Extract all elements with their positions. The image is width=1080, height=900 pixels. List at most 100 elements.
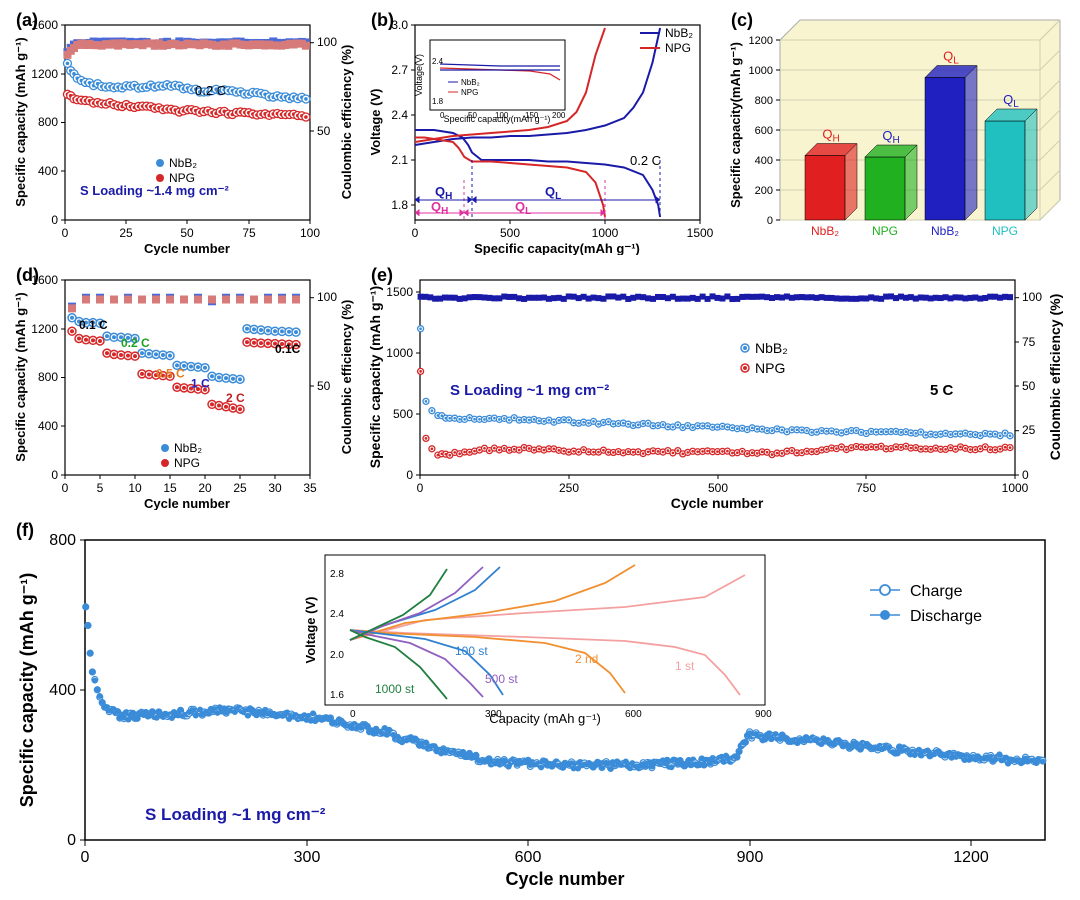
svg-text:2.4: 2.4 — [391, 108, 408, 122]
svg-text:100: 100 — [300, 226, 320, 240]
svg-text:50: 50 — [1022, 379, 1036, 393]
svg-text:NPG: NPG — [461, 88, 478, 97]
svg-text:NbB₂: NbB₂ — [931, 224, 959, 238]
inset-f-xlabel: Capacity (mAh g⁻¹) — [489, 711, 601, 726]
svg-text:Discharge: Discharge — [910, 608, 982, 625]
svg-text:0.1 C: 0.1 C — [79, 318, 108, 332]
panel-b: (b) 0 500 1000 1500 1.8 2.1 2.4 2.7 3.0 … — [365, 10, 715, 255]
svg-text:100: 100 — [317, 290, 337, 304]
svg-text:500: 500 — [708, 481, 728, 495]
svg-text:400: 400 — [38, 164, 58, 178]
panel-a-label: (a) — [16, 10, 38, 31]
panel-f-xlabel: Cycle number — [505, 869, 624, 889]
svg-text:0: 0 — [440, 111, 445, 120]
panel-e: (e) 0 500 1000 1500 0 250 500 750 1000 0… — [365, 265, 1070, 510]
panel-e-ylabel: Specific capacity (mAh g⁻¹) — [367, 286, 383, 468]
panel-a-y2label: Coulombic efficiency (%) — [339, 45, 354, 200]
svg-text:NPG: NPG — [872, 224, 898, 238]
svg-text:1500: 1500 — [687, 226, 714, 240]
svg-text:50: 50 — [317, 379, 331, 393]
panel-c-label: (c) — [731, 10, 753, 31]
panel-a-xlabel: Cycle number — [144, 241, 230, 255]
svg-text:0: 0 — [412, 226, 419, 240]
svg-text:75: 75 — [1022, 335, 1036, 349]
svg-text:100: 100 — [317, 35, 337, 49]
svg-text:10: 10 — [128, 481, 142, 495]
svg-text:25: 25 — [1022, 423, 1036, 437]
svg-text:500: 500 — [500, 226, 520, 240]
svg-text:QL: QL — [515, 199, 531, 217]
panel-b-ylabel: Voltage (V) — [368, 89, 383, 156]
svg-text:150: 150 — [525, 111, 539, 120]
svg-text:50: 50 — [180, 226, 194, 240]
svg-text:1000: 1000 — [386, 346, 413, 360]
svg-text:NbB₂: NbB₂ — [461, 78, 480, 87]
panel-a-points — [63, 37, 309, 121]
svg-text:800: 800 — [49, 532, 76, 549]
panel-e-points — [418, 293, 1013, 458]
svg-text:50: 50 — [468, 111, 477, 120]
svg-text:2.7: 2.7 — [391, 63, 408, 77]
panel-a-yticks: 0 400 800 1200 1600 — [31, 18, 65, 227]
svg-text:1.8: 1.8 — [391, 198, 408, 212]
svg-text:35: 35 — [303, 481, 317, 495]
svg-text:100 st: 100 st — [455, 644, 488, 658]
svg-text:1200: 1200 — [31, 67, 58, 81]
panel-a-chart: 0 400 800 1200 1600 0 25 50 75 100 50 10… — [10, 10, 360, 255]
panel-d-chart: 0 400 800 1200 1600 05101520253035 50 10… — [10, 265, 360, 510]
svg-text:5: 5 — [97, 481, 104, 495]
legend-nbb2: NbB₂ — [169, 156, 197, 170]
svg-text:NPG: NPG — [992, 224, 1018, 238]
panel-a-ann2: S Loading ~1.4 mg cm⁻² — [80, 183, 229, 198]
svg-text:0: 0 — [62, 226, 69, 240]
panel-e-y2label: Coulombic efficiency (%) — [1047, 294, 1063, 460]
panel-c-chart: 020040060080010001200 Specific capacity(… — [725, 10, 1070, 255]
panel-d-ylabel: Specific capacity (mAh g⁻¹) — [13, 292, 28, 461]
inset-f-ylabel: Voltage (V) — [303, 597, 318, 664]
svg-text:1000: 1000 — [1002, 481, 1029, 495]
svg-text:1.8: 1.8 — [432, 97, 444, 106]
svg-text:0: 0 — [67, 832, 76, 849]
svg-text:0: 0 — [62, 481, 69, 495]
svg-text:250: 250 — [559, 481, 579, 495]
svg-text:0: 0 — [350, 709, 356, 720]
svg-text:2 nd: 2 nd — [575, 652, 598, 666]
svg-text:2.4: 2.4 — [330, 609, 344, 620]
panel-f: (f) 0 400 800 0 300 600 900 1200 Cycle n… — [10, 520, 1070, 890]
svg-text:1200: 1200 — [31, 322, 58, 336]
svg-text:1000 st: 1000 st — [375, 682, 415, 696]
svg-text:750: 750 — [856, 481, 876, 495]
svg-text:1500: 1500 — [386, 285, 413, 299]
svg-text:400: 400 — [755, 155, 773, 167]
svg-text:0: 0 — [1022, 468, 1029, 482]
inset-b-ylabel: Voltage(V) — [414, 54, 424, 96]
panel-e-label: (e) — [371, 265, 393, 286]
svg-text:800: 800 — [38, 115, 58, 129]
svg-text:20: 20 — [198, 481, 212, 495]
panel-e-ann2: 5 C — [930, 382, 954, 399]
panel-c: (c) 020040060080010001200 Specific capac… — [725, 10, 1070, 255]
svg-text:900: 900 — [755, 709, 772, 720]
svg-text:2 C: 2 C — [226, 391, 245, 405]
svg-text:500: 500 — [393, 407, 413, 421]
svg-text:1 C: 1 C — [191, 376, 210, 390]
panel-b-ann: 0.2 C — [630, 153, 661, 168]
panel-a-ylabel: Specific capacity (mAh g⁻¹) — [13, 37, 28, 206]
svg-text:0: 0 — [51, 468, 58, 482]
legend-e-npg: NPG — [755, 360, 785, 376]
svg-text:0: 0 — [417, 481, 424, 495]
panel-e-ann1: S Loading ~1 mg cm⁻² — [450, 382, 609, 399]
panel-a-xticks: 0 25 50 75 100 — [62, 220, 321, 240]
panel-b-chart: 0 500 1000 1500 1.8 2.1 2.4 2.7 3.0 Spec… — [365, 10, 715, 255]
svg-text:400: 400 — [38, 419, 58, 433]
legend-e-nbb2: NbB₂ — [755, 340, 788, 356]
svg-text:0.2 C: 0.2 C — [121, 336, 150, 350]
panel-a-ann1: 0.2 C — [195, 83, 226, 98]
svg-text:1000: 1000 — [592, 226, 619, 240]
svg-text:1200: 1200 — [953, 849, 989, 866]
svg-text:1.6: 1.6 — [330, 690, 344, 701]
panel-d-y2label: Coulombic efficiency (%) — [339, 300, 354, 455]
svg-text:900: 900 — [737, 849, 764, 866]
svg-text:75: 75 — [242, 226, 256, 240]
svg-text:2.8: 2.8 — [330, 569, 344, 580]
